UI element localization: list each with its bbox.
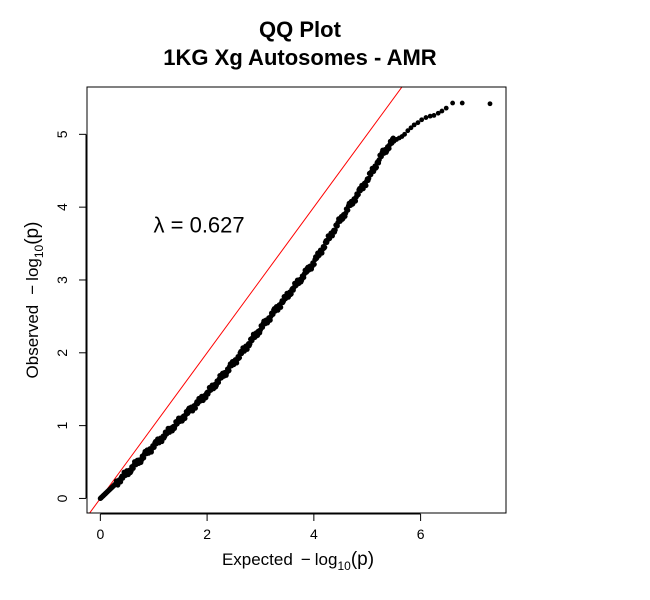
- y-axis-label-arg: (p): [22, 222, 43, 245]
- data-point: [373, 164, 380, 170]
- data-point-tail: [415, 120, 421, 126]
- data-point: [355, 191, 361, 198]
- y-axis-label: Observed − log10(p): [22, 222, 46, 379]
- data-point-tail: [431, 113, 437, 118]
- data-point: [363, 182, 369, 189]
- data-point: [332, 227, 338, 233]
- data-point: [311, 261, 317, 267]
- data-point: [226, 368, 232, 374]
- data-point-tail: [487, 101, 493, 107]
- data-point: [192, 405, 198, 411]
- data-point-tail: [427, 113, 433, 119]
- x-tick-label: 6: [417, 526, 425, 542]
- data-point-tail: [405, 128, 411, 134]
- plot-frame: [86, 86, 507, 514]
- data-point-tail: [435, 110, 441, 116]
- data-point: [278, 304, 284, 310]
- x-axis-label-sub: 10: [337, 559, 351, 573]
- data-point: [345, 207, 351, 213]
- data-point: [141, 455, 147, 461]
- y-axis-label-main: Observed: [23, 305, 42, 379]
- x-axis-label-arg: (p): [351, 549, 374, 570]
- data-point-tail: [459, 100, 465, 106]
- data-point-tail: [402, 131, 407, 137]
- chart-title: QQ Plot: [259, 17, 342, 42]
- data-point-tail: [439, 108, 445, 114]
- x-axis: 0 2 4 6: [96, 513, 425, 542]
- data-point-tail: [423, 115, 429, 120]
- x-tick-label: 0: [96, 526, 104, 542]
- data-point: [352, 198, 359, 204]
- y-tick-label: 5: [54, 130, 70, 138]
- y-axis: 0 1 2 3 4 5: [54, 130, 87, 502]
- y-tick-label: 3: [54, 276, 70, 284]
- x-axis-label: Expected − log10(p): [222, 549, 374, 573]
- plot-area: [86, 86, 507, 514]
- lambda-annotation: λ = 0.627: [154, 213, 245, 238]
- data-point: [259, 324, 266, 330]
- x-tick-label: 2: [203, 526, 211, 542]
- x-tick-label: 4: [310, 526, 318, 542]
- data-point-tail: [408, 125, 414, 131]
- y-axis-label-log: log: [23, 258, 42, 281]
- x-axis-label-main: Expected: [222, 550, 293, 569]
- y-axis-label-sub: 10: [32, 244, 46, 258]
- y-axis-label-minus: −: [23, 285, 42, 295]
- data-point-tail: [419, 117, 425, 123]
- data-point-tail: [443, 105, 449, 111]
- reference-line: [89, 87, 403, 513]
- y-tick-label: 4: [54, 203, 70, 211]
- data-point-tail: [411, 122, 417, 128]
- y-tick-label: 1: [54, 422, 70, 430]
- y-tick-label: 0: [54, 494, 70, 502]
- data-point: [322, 244, 328, 250]
- y-tick-label: 2: [54, 349, 70, 357]
- x-axis-label-minus: −: [301, 550, 311, 569]
- data-point-tail: [450, 100, 456, 106]
- data-point: [366, 175, 372, 181]
- data-point: [236, 355, 243, 361]
- x-axis-label-log: log: [315, 550, 338, 569]
- chart-subtitle: 1KG Xg Autosomes - AMR: [163, 45, 437, 70]
